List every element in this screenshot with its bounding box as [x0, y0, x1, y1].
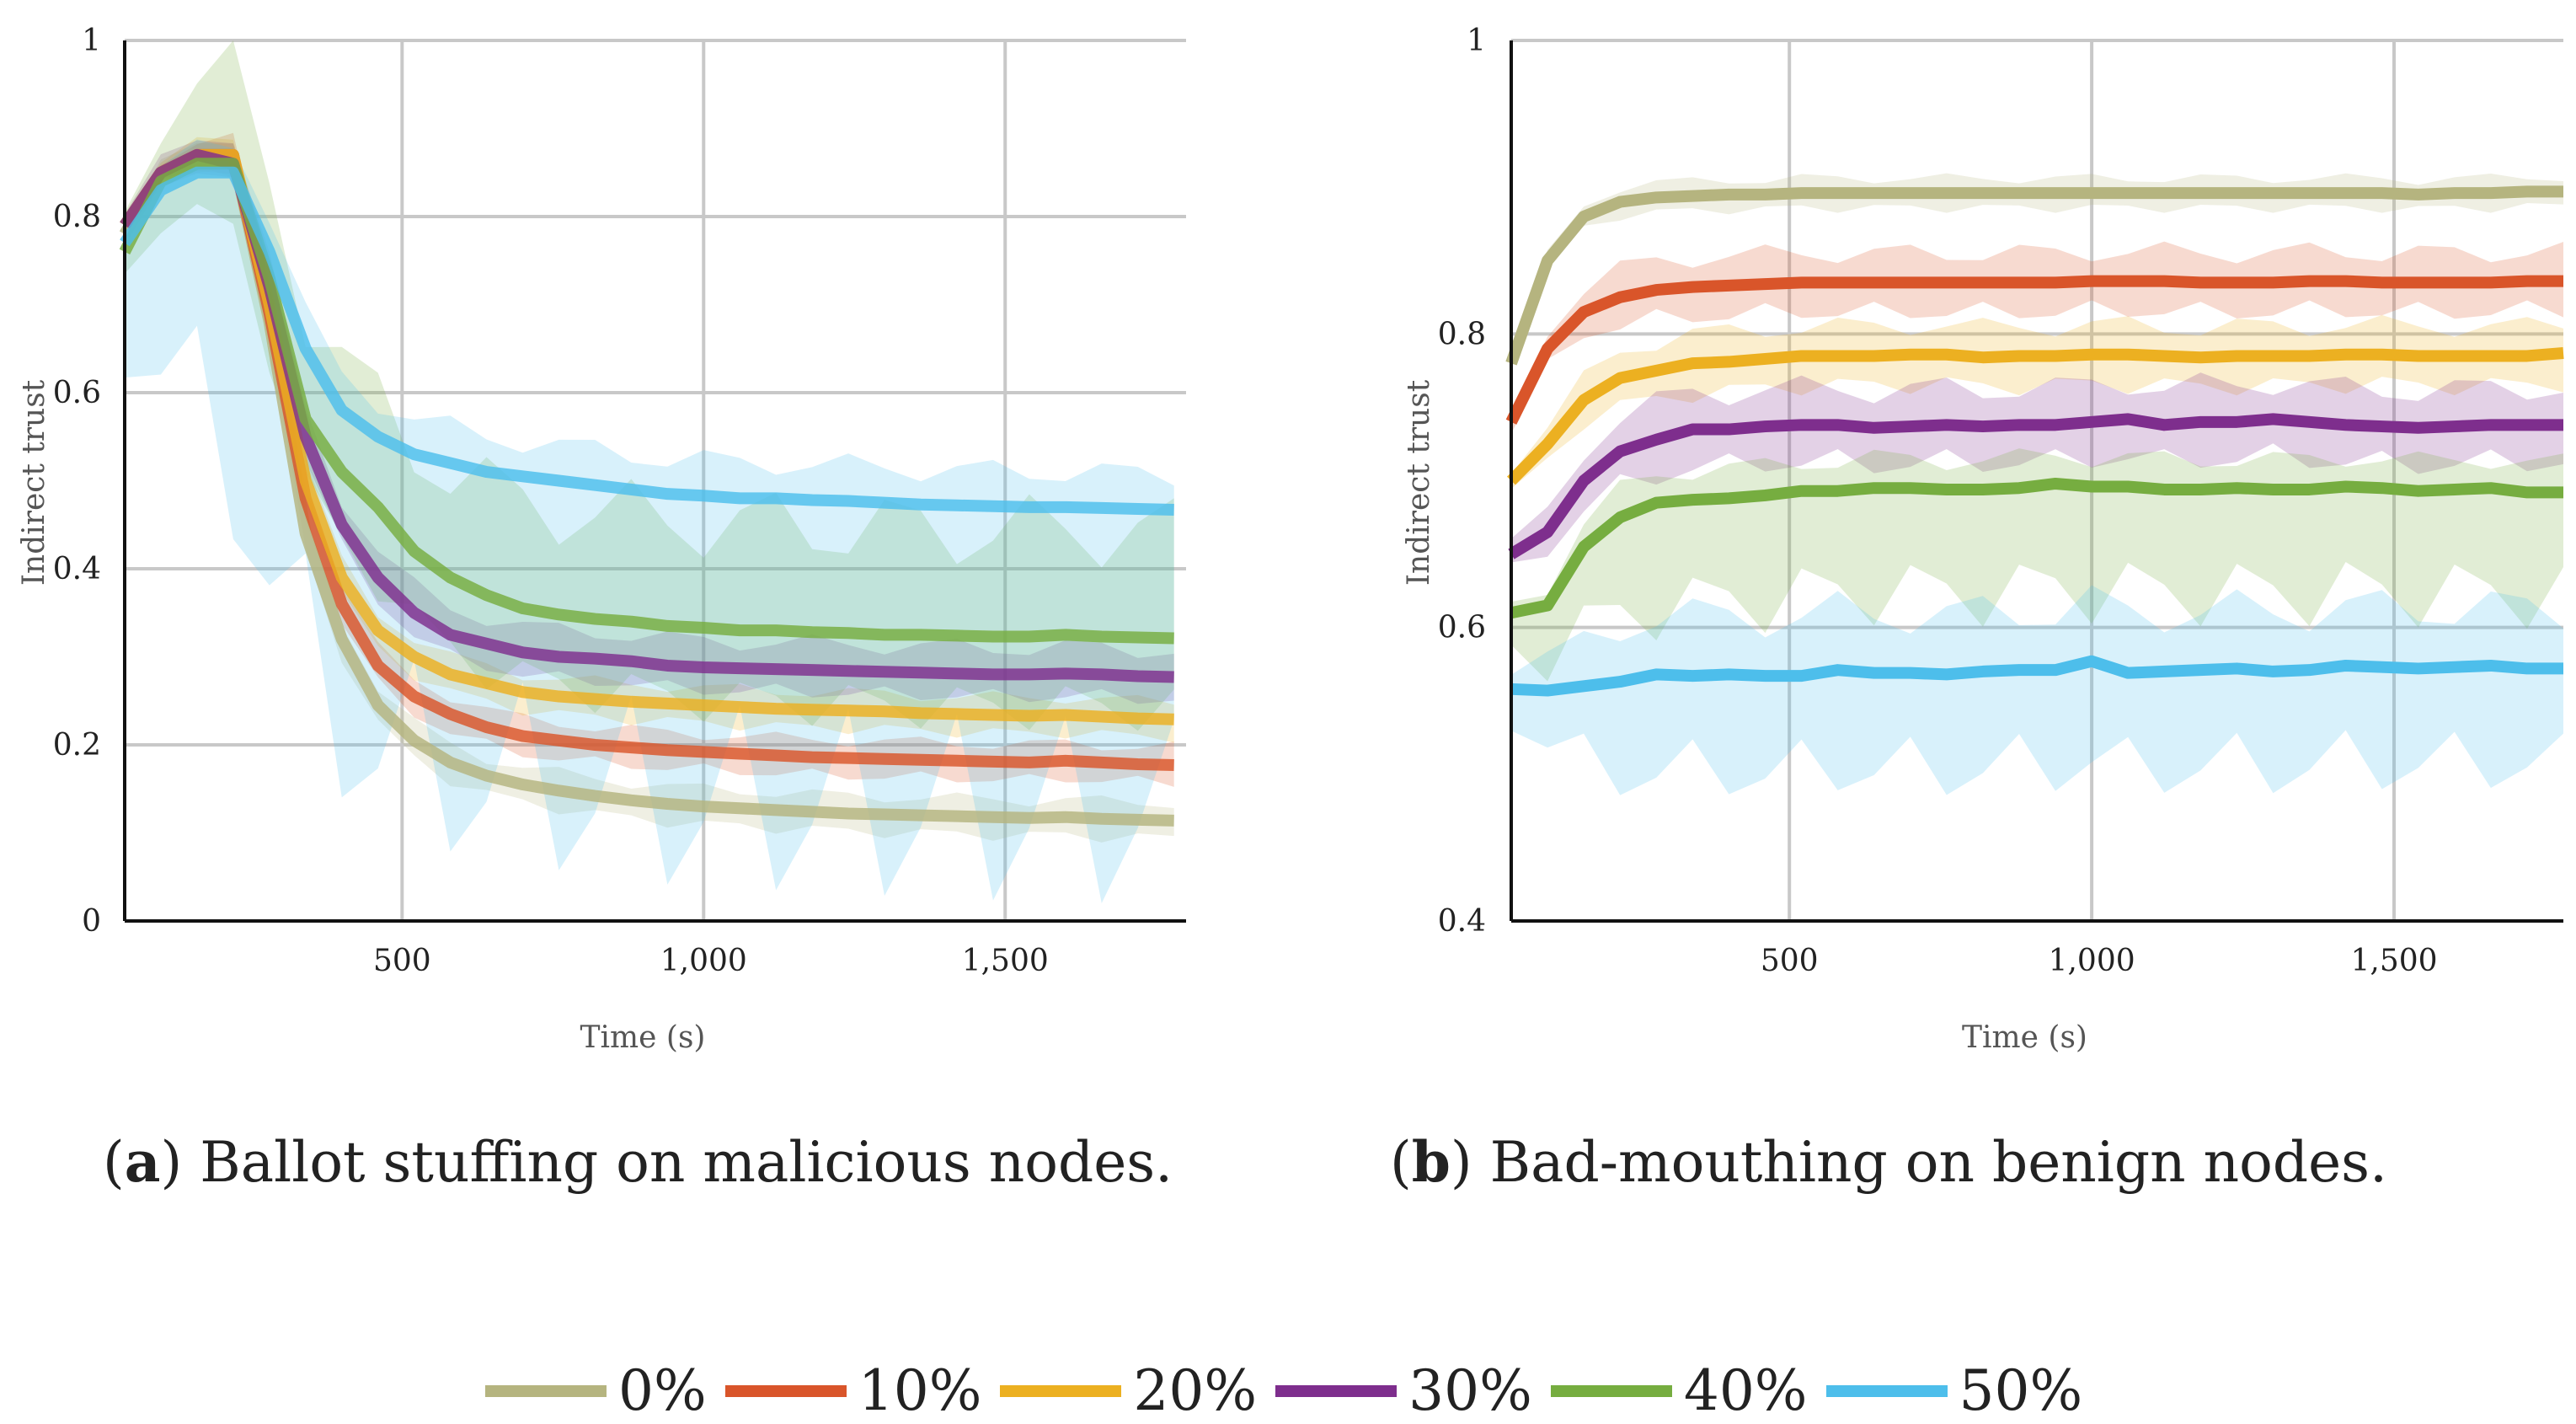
- legend-label: 20%: [1133, 1358, 1258, 1423]
- y-tick-label: 0.4: [53, 552, 101, 586]
- caption-b-label: b: [1411, 1129, 1451, 1195]
- x-axis-title: Time (s): [580, 1020, 706, 1055]
- legend-label: 0%: [618, 1358, 707, 1423]
- legend-swatch: [1825, 1384, 1948, 1397]
- series-line-20%: [1507, 346, 2564, 485]
- x-tick-label: 1,000: [660, 944, 747, 978]
- legend: 0% 10% 20% 30% 40% 50%: [485, 1358, 2101, 1423]
- legend-label: 40%: [1683, 1358, 1808, 1423]
- x-tick-label: 500: [373, 944, 431, 978]
- confidence-band-40%: [125, 40, 1174, 731]
- series-line-30%: [1508, 413, 2563, 559]
- series-line-20%: [120, 148, 1174, 725]
- legend-swatch: [1550, 1384, 1672, 1397]
- caption-a: (a) Ballot stuffing on malicious nodes.: [103, 1129, 1173, 1195]
- legend-swatch: [1000, 1384, 1122, 1397]
- y-tick-label: 0.4: [1438, 904, 1486, 939]
- legend-swatch: [485, 1384, 607, 1397]
- caption-a-label: a: [124, 1129, 161, 1195]
- y-tick-label: 0: [82, 904, 101, 939]
- legend-label: 10%: [858, 1358, 982, 1423]
- legend-item-20: 20%: [1000, 1358, 1257, 1423]
- confidence-band-10%: [1511, 241, 2563, 434]
- legend-label: 30%: [1408, 1358, 1532, 1423]
- series-line-50%: [1510, 655, 2563, 697]
- chart-panel-a: 0 0.2 0.4 0.6 0.8 1 500 1,000 1,500 Time (s) Indir…: [17, 24, 1186, 1055]
- x-tick-label: 1,500: [2350, 944, 2437, 978]
- series-line-40%: [1510, 477, 2563, 619]
- x-tick-label: 1,500: [962, 944, 1049, 978]
- legend-swatch: [1275, 1384, 1398, 1397]
- legend-item-10: 10%: [724, 1358, 982, 1423]
- y-tick-label: 0.8: [53, 200, 101, 234]
- x-tick-label: 500: [1761, 944, 1819, 978]
- y-tick-label: 1: [82, 24, 101, 58]
- y-axis-title: Indirect trust: [1402, 379, 1436, 586]
- legend-swatch: [724, 1384, 847, 1397]
- series-line-10%: [1505, 275, 2563, 425]
- confidence-band-50%: [125, 139, 1174, 903]
- x-tick-label: 1,000: [2049, 944, 2135, 978]
- legend-item-50: 50%: [1825, 1358, 2083, 1423]
- series-line-0%: [119, 148, 1174, 827]
- x-axis-title: Time (s): [1962, 1020, 2087, 1055]
- y-axis-title: Indirect trust: [17, 379, 51, 586]
- y-tick-label: 0.8: [1438, 317, 1486, 351]
- caption-b-text: Bad-mouthing on benign nodes.: [1489, 1130, 2388, 1195]
- chart-panel-b: 0.4 0.6 0.8 1 500 1,000 1,500 Time (s) Indirect …: [1402, 24, 2564, 1055]
- series-line-40%: [119, 158, 1174, 645]
- confidence-band-50%: [1511, 585, 2563, 795]
- y-tick-label: 0.6: [53, 376, 101, 410]
- y-tick-label: 0.6: [1438, 611, 1486, 645]
- series-line-50%: [120, 166, 1174, 516]
- legend-label: 50%: [1959, 1358, 2083, 1423]
- y-tick-label: 1: [1467, 24, 1486, 58]
- caption-b: (b) Bad-mouthing on benign nodes.: [1390, 1129, 2388, 1195]
- legend-item-30: 30%: [1275, 1358, 1532, 1423]
- series-line-0%: [1505, 185, 2563, 366]
- confidence-band-40%: [1511, 448, 2563, 682]
- legend-item-40: 40%: [1550, 1358, 1808, 1423]
- confidence-band-30%: [125, 140, 1174, 704]
- caption-a-text: Ballot stuffing on malicious nodes.: [200, 1130, 1173, 1195]
- y-tick-label: 0.2: [53, 728, 101, 763]
- legend-item-0: 0%: [485, 1358, 707, 1423]
